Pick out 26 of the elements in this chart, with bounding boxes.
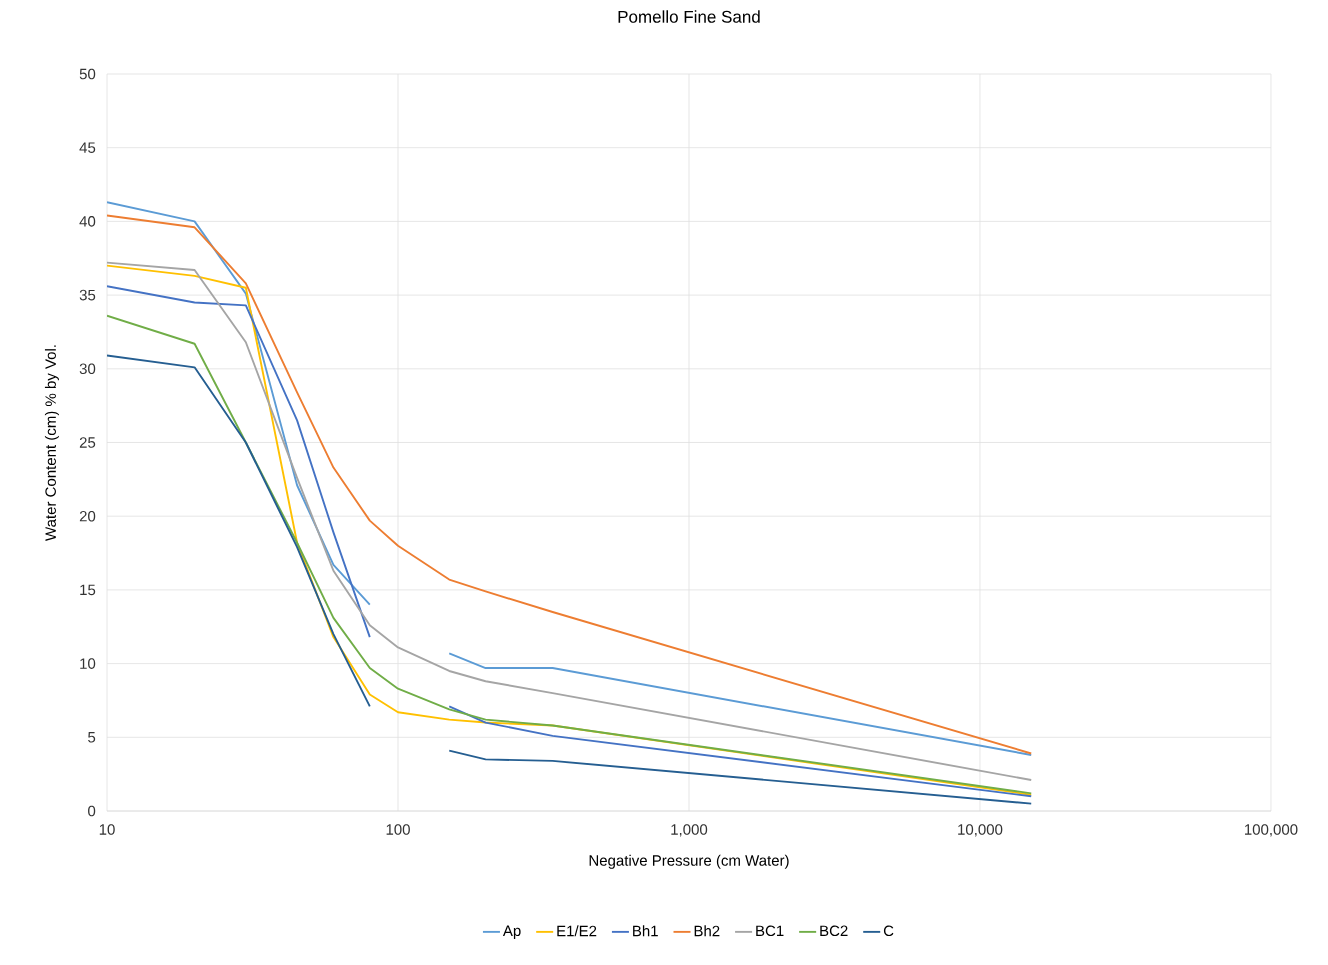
x-tick-label: 100 [386, 824, 410, 835]
x-tick-label: 10,000 [958, 824, 1003, 837]
y-tick-label: 0 [88, 805, 96, 817]
y-axis-title: Water Content (cm) % by Vol. [44, 345, 59, 541]
x-tick-label: 10 [99, 824, 115, 835]
legend-label: BC2 [820, 925, 848, 937]
legend-label: BC1 [756, 925, 784, 937]
legend-label: C [883, 925, 894, 937]
legend-label: Bh2 [694, 925, 720, 937]
x-axis-title: Negative Pressure (cm Water) [589, 854, 789, 869]
chart-title: Pomello Fine Sand [618, 10, 760, 23]
y-tick-label: 45 [79, 142, 96, 153]
x-tick-label: 100,000 [1245, 824, 1298, 837]
legend-label: Bh1 [633, 925, 658, 937]
y-tick-label: 10 [80, 658, 96, 669]
legend-label: Ap [502, 925, 521, 940]
y-tick-label: 15 [80, 584, 96, 596]
x-tick-label: 1,000 [671, 824, 708, 837]
y-tick-label: 25 [79, 437, 96, 448]
y-tick-label: 20 [79, 510, 96, 522]
y-tick-label: 35 [79, 289, 96, 301]
y-tick-label: 5 [88, 732, 96, 743]
y-tick-label: 50 [79, 68, 96, 80]
legend-label: E1/E2 [557, 925, 597, 937]
y-tick-label: 40 [79, 216, 96, 227]
y-tick-label: 30 [79, 363, 96, 375]
